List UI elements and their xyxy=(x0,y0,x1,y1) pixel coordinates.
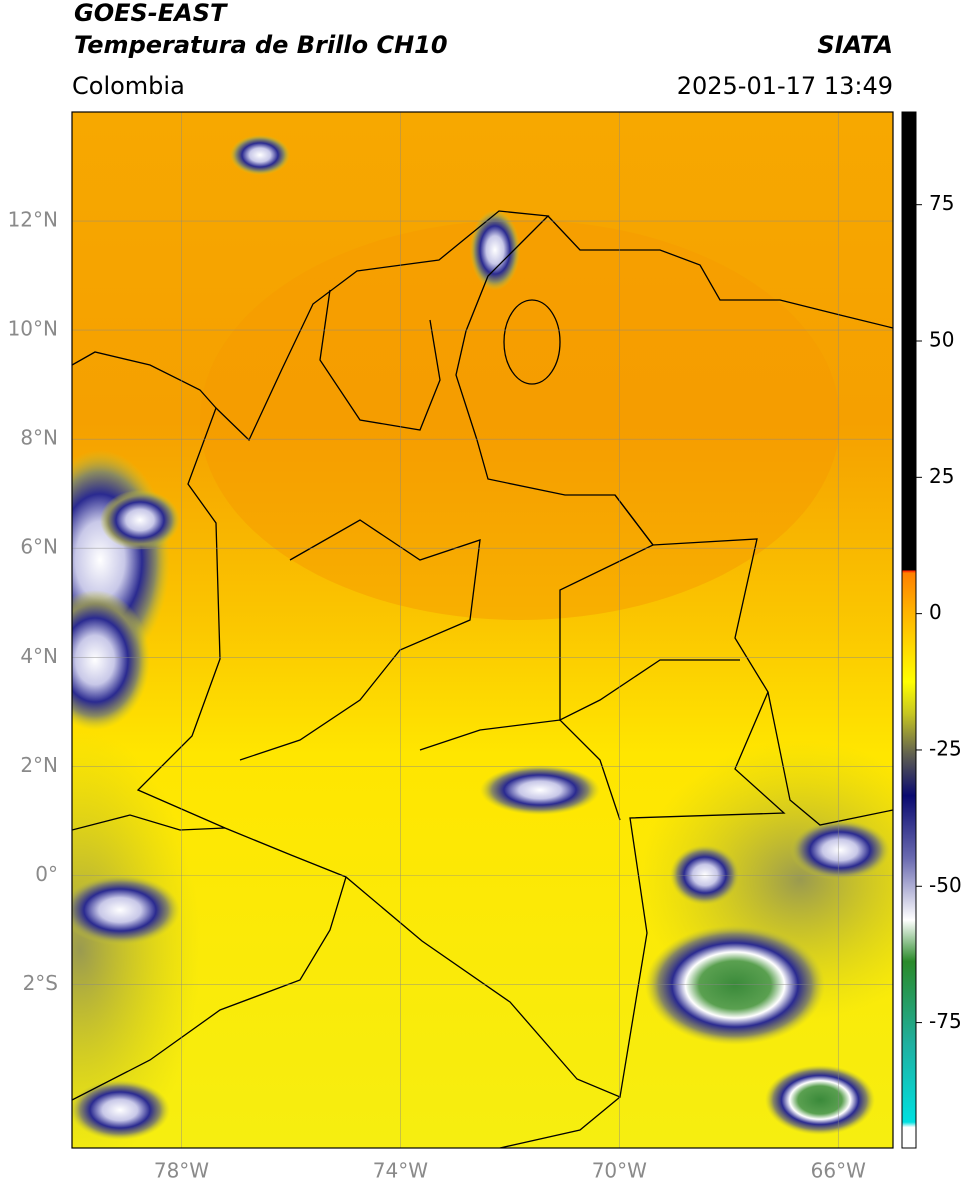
x-tick-label: 74°W xyxy=(373,1159,428,1183)
y-tick-label: 12°N xyxy=(8,208,58,232)
subtitle: Temperatura de Brillo CH10 xyxy=(74,31,448,59)
axis-ticks: 78°W 74°W 70°W 66°W 12°N 10°N 8°N 6°N 4°N 2°N 0° 2°… xyxy=(8,208,867,1183)
x-tick-label: 66°W xyxy=(811,1159,866,1183)
y-tick-label: 6°N xyxy=(20,535,58,559)
colorbar-tick-label: -25 xyxy=(929,736,962,760)
x-tick-label: 78°W xyxy=(154,1159,209,1183)
y-tick-label: 10°N xyxy=(8,317,58,341)
x-tick-label: 70°W xyxy=(592,1159,647,1183)
y-tick-label: 4°N xyxy=(20,644,58,668)
colorbar xyxy=(901,111,917,1149)
map-frame xyxy=(71,111,894,1149)
colorbar-tick-label: 75 xyxy=(929,191,954,215)
colorbar-tick-label: 50 xyxy=(929,328,954,352)
y-tick-label: 2°S xyxy=(23,971,58,995)
colorbar-tick-label: -50 xyxy=(929,873,962,897)
colorbar-tick-label: 0 xyxy=(929,600,942,624)
source: SIATA xyxy=(817,31,893,59)
title: GOES-EAST xyxy=(74,0,228,27)
y-tick-label: 0° xyxy=(35,862,58,886)
datetime: 2025-01-17 13:49 xyxy=(677,72,893,100)
colorbar-ticks: 75 50 25 0 -25 -50 -75 xyxy=(916,191,962,1033)
region: Colombia xyxy=(72,72,185,100)
y-tick-label: 8°N xyxy=(20,426,58,450)
colorbar-tick-label: -75 xyxy=(929,1009,962,1033)
colorbar-tick-label: 25 xyxy=(929,464,954,488)
map-image xyxy=(72,112,893,1148)
grid xyxy=(72,112,893,1148)
y-tick-label: 2°N xyxy=(20,753,58,777)
